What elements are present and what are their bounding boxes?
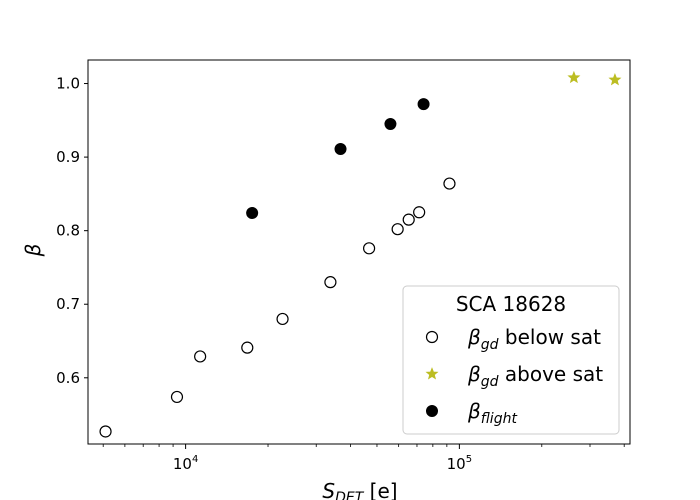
data-point xyxy=(391,223,404,236)
data-point xyxy=(567,70,581,84)
x-tick-label-exp: 4 xyxy=(192,454,198,465)
legend-marker xyxy=(425,367,439,380)
plot-frame xyxy=(87,59,631,445)
legend-label: βflight xyxy=(467,399,517,427)
data-point xyxy=(241,341,254,354)
legend-label: βgd below sat xyxy=(467,325,601,353)
x-axis-label-main: S xyxy=(322,479,335,500)
x-tick-label: 104 xyxy=(173,454,198,473)
x-axis-label-sub: DET xyxy=(335,490,365,500)
data-point xyxy=(170,390,184,404)
data-point xyxy=(194,350,207,363)
x-tick-label-exp: 5 xyxy=(466,454,472,465)
data-points xyxy=(99,70,622,438)
data-point xyxy=(334,143,347,156)
series-1 xyxy=(567,70,622,86)
data-point xyxy=(246,207,259,220)
x-tick-label-base: 10 xyxy=(173,455,192,473)
data-point xyxy=(363,242,376,255)
y-tick-label: 1.0 xyxy=(56,75,80,93)
legend-label-suffix: below sat xyxy=(499,325,602,349)
data-point xyxy=(384,118,397,130)
x-axis-label: SDET [e] xyxy=(322,479,397,500)
legend-label-suffix: above sat xyxy=(499,362,604,386)
y-tick-label: 0.9 xyxy=(56,148,80,166)
y-tick-label: 0.7 xyxy=(56,295,80,313)
y-tick-label: 0.8 xyxy=(56,222,80,240)
x-tick-label: 105 xyxy=(447,454,472,473)
series-2 xyxy=(246,98,430,220)
data-point xyxy=(417,98,430,111)
legend-label-sub: gd xyxy=(481,337,499,353)
data-point xyxy=(608,73,622,86)
y-tick-label: 0.6 xyxy=(56,369,80,387)
y-axis-label: β xyxy=(21,243,45,257)
legend-label-main: β xyxy=(467,399,481,423)
legend-marker xyxy=(425,330,439,344)
data-point xyxy=(276,312,289,326)
series-0 xyxy=(99,177,456,438)
legend-label: βgd above sat xyxy=(467,362,603,390)
x-axis-label-unit: [e] xyxy=(363,479,397,500)
data-point xyxy=(402,213,415,226)
legend-title: SCA 18628 xyxy=(456,292,566,316)
legend-marker xyxy=(426,405,438,417)
legend-box xyxy=(402,285,620,435)
data-point xyxy=(413,206,426,219)
legend-label-main: β xyxy=(467,362,481,386)
data-point xyxy=(443,177,456,190)
legend-label-sub: flight xyxy=(481,411,518,427)
x-tick-label-base: 10 xyxy=(447,455,466,473)
legend-label-sub: gd xyxy=(481,374,499,390)
data-point xyxy=(324,276,337,289)
legend-label-main: β xyxy=(467,325,481,349)
data-point xyxy=(99,425,112,438)
